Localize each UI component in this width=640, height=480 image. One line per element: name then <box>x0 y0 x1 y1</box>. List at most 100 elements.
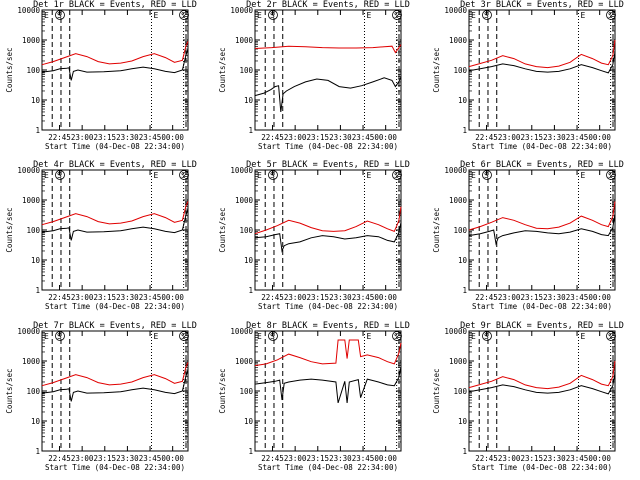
x-tick-label: 23:15 <box>93 293 116 302</box>
lld-series-line <box>468 201 616 231</box>
y-axis-label: Counts/sec <box>218 368 227 413</box>
plot-frame <box>254 169 402 291</box>
x-tick-label: 23:30 <box>543 293 566 302</box>
events-series-line <box>254 76 402 112</box>
saa-flag-circle-end <box>179 170 189 180</box>
saa-flag-label-end: S <box>394 171 399 180</box>
plot-frame <box>41 9 189 131</box>
x-tick-label: 22:45 <box>475 293 498 302</box>
y-tick-label: 1000 <box>22 36 41 45</box>
y-tick-label: 1 <box>35 286 40 295</box>
saa-flag-label: S <box>57 332 62 341</box>
chart-title: Det 3r BLACK = Events, RED = LLD <box>460 0 624 10</box>
chart-panel-2: Det 2r BLACK = Events, RED = LLD 1 10 100 10… <box>218 0 410 151</box>
events-series-line <box>41 48 189 81</box>
x-tick-label: 00:00 <box>374 454 397 463</box>
y-tick-label: 10000 <box>230 166 253 175</box>
plot-frame <box>468 330 616 452</box>
x-tick-label: 23:45 <box>566 454 589 463</box>
x-tick-label: 23:30 <box>116 293 139 302</box>
x-tick-label: 23:45 <box>566 133 589 142</box>
lld-series-line <box>41 201 189 226</box>
y-tick-label: 1000 <box>22 196 41 205</box>
plot-frame <box>254 330 402 452</box>
saa-flag-label-end: S <box>181 332 186 341</box>
y-tick-label: 1000 <box>449 357 468 366</box>
eclipse-flag-label: E <box>471 171 476 180</box>
saa-flag-circle-end <box>179 10 189 20</box>
x-tick-label: 22:45 <box>261 293 284 302</box>
chart-panel-3: Det 3r BLACK = Events, RED = LLD 1 10 100 10… <box>432 0 624 151</box>
y-tick-label: 10 <box>244 417 254 426</box>
saa-flag-label: S <box>484 332 489 341</box>
events-series-line <box>254 366 402 404</box>
eclipse-flag-label-end: E <box>154 11 159 20</box>
y-tick-label: 100 <box>453 66 467 75</box>
saa-flag-circle-end <box>392 170 402 180</box>
x-tick-label: 23:15 <box>520 454 543 463</box>
x-axis-label: Start Time (04-Dec-08 22:34:00) <box>45 142 185 151</box>
x-tick-label: 23:15 <box>306 293 329 302</box>
saa-flag-circle <box>268 10 278 20</box>
y-tick-label: 10 <box>244 96 254 105</box>
chart-panel-9: Det 9r BLACK = Events, RED = LLD 1 10 100 10… <box>432 321 624 472</box>
saa-flag-circle-end <box>606 331 616 341</box>
chart-title: Det 5r BLACK = Events, RED = LLD <box>246 160 410 170</box>
x-tick-label: 23:00 <box>284 454 307 463</box>
x-tick-label: 22:45 <box>475 133 498 142</box>
chart-panel-7: Det 7r BLACK = Events, RED = LLD 1 10 100 10… <box>5 321 197 472</box>
x-tick-label: 23:30 <box>329 293 352 302</box>
eclipse-flag-label-end: E <box>154 332 159 341</box>
y-tick-label: 100 <box>453 226 467 235</box>
events-series-line <box>468 372 616 395</box>
x-tick-label: 23:30 <box>543 454 566 463</box>
y-tick-label: 100 <box>239 226 253 235</box>
lld-series-line <box>254 206 402 235</box>
lld-series-line <box>41 362 189 387</box>
y-tick-label: 1 <box>248 126 253 135</box>
x-tick-label: 23:30 <box>116 454 139 463</box>
x-tick-label: 22:45 <box>475 454 498 463</box>
x-tick-label: 23:00 <box>284 293 307 302</box>
y-tick-label: 100 <box>26 387 40 396</box>
x-axis-label: Start Time (04-Dec-08 22:34:00) <box>258 463 398 472</box>
eclipse-flag-label-end: E <box>581 332 586 341</box>
y-axis-label: Counts/sec <box>432 47 441 92</box>
x-axis-label: Start Time (04-Dec-08 22:34:00) <box>472 302 612 311</box>
x-tick-label: 23:00 <box>284 133 307 142</box>
y-tick-label: 1 <box>462 447 467 456</box>
plot-frame <box>41 169 189 291</box>
y-tick-label: 10000 <box>17 327 40 336</box>
eclipse-flag-label: E <box>471 332 476 341</box>
y-tick-label: 1000 <box>22 357 41 366</box>
x-tick-label: 23:30 <box>329 133 352 142</box>
chart-title: Det 7r BLACK = Events, RED = LLD <box>33 321 197 331</box>
eclipse-flag-label-end: E <box>581 171 586 180</box>
x-axis-label: Start Time (04-Dec-08 22:34:00) <box>472 463 612 472</box>
x-tick-label: 00:00 <box>161 133 184 142</box>
x-tick-label: 00:00 <box>588 293 611 302</box>
y-tick-label: 10 <box>458 256 468 265</box>
y-axis-label: Counts/sec <box>432 368 441 413</box>
y-tick-label: 10 <box>31 256 41 265</box>
y-tick-label: 1 <box>462 126 467 135</box>
chart-title: Det 8r BLACK = Events, RED = LLD <box>246 321 410 331</box>
saa-flag-circle <box>268 170 278 180</box>
x-tick-label: 23:15 <box>93 133 116 142</box>
saa-flag-label-end: S <box>181 171 186 180</box>
eclipse-flag-label: E <box>44 11 49 20</box>
x-tick-label: 00:00 <box>374 293 397 302</box>
x-axis-label: Start Time (04-Dec-08 22:34:00) <box>45 463 185 472</box>
x-tick-label: 23:45 <box>566 293 589 302</box>
saa-flag-circle <box>482 170 492 180</box>
chart-title: Det 1r BLACK = Events, RED = LLD <box>33 0 197 10</box>
plot-frame <box>468 169 616 291</box>
eclipse-flag-label: E <box>257 11 262 20</box>
y-tick-label: 10000 <box>230 6 253 15</box>
x-tick-label: 23:45 <box>352 133 375 142</box>
x-tick-label: 23:45 <box>139 133 162 142</box>
plot-frame <box>41 330 189 452</box>
lld-series-line <box>468 360 616 390</box>
y-tick-label: 1000 <box>449 196 468 205</box>
